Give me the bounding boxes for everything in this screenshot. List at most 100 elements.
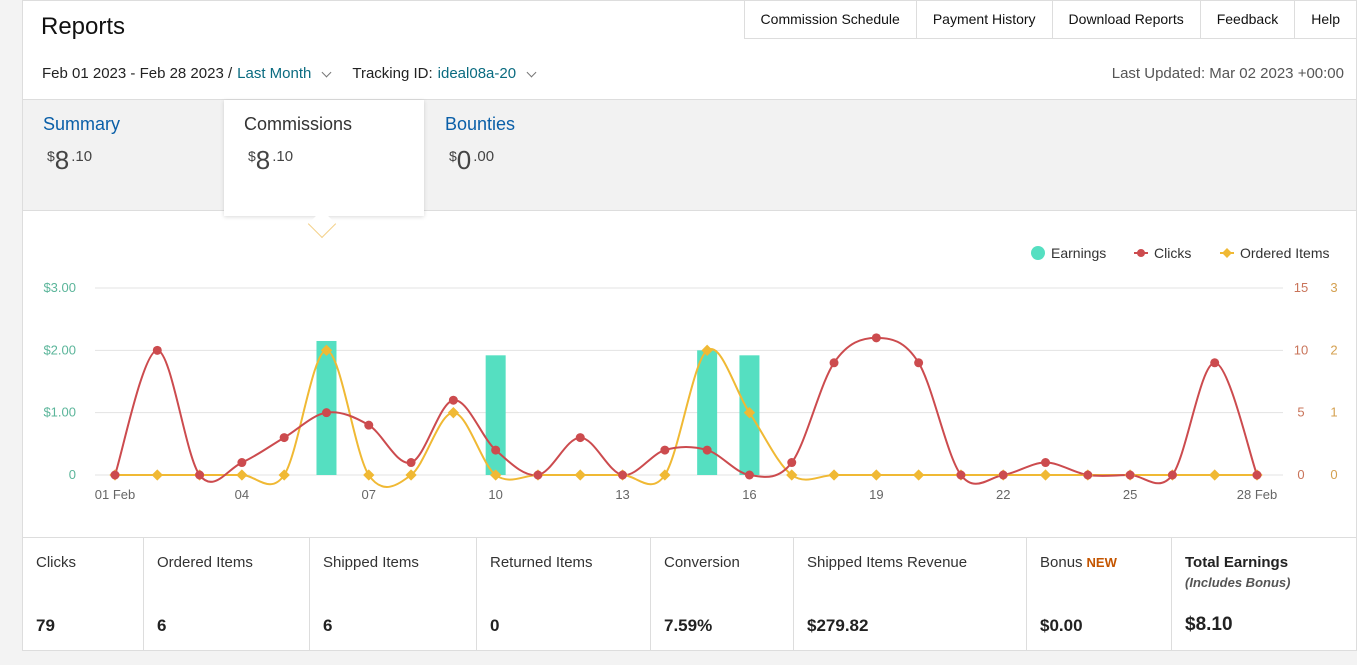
tab-commissions[interactable]: Commissions $8.10 <box>224 100 424 216</box>
feedback-link[interactable]: Feedback <box>1201 1 1296 38</box>
stat-returned-items: Returned Items 0 <box>477 538 651 651</box>
currency-symbol: $ <box>248 148 256 164</box>
stat-shipped-items: Shipped Items 6 <box>310 538 477 651</box>
y-right-clicks-tick-label: 15 <box>1294 280 1308 295</box>
clicks-point <box>871 333 881 343</box>
chevron-down-icon[interactable] <box>321 67 332 77</box>
stat-sublabel: (Includes Bonus) <box>1185 575 1291 590</box>
amount-cents: .10 <box>272 148 294 165</box>
reports-panel: Reports Commission Schedule Payment Hist… <box>22 0 1357 651</box>
bonus-label: Bonus <box>1040 554 1083 571</box>
x-tick-label: 07 <box>362 487 376 502</box>
amount-cents: .10 <box>71 148 93 165</box>
stat-value: $8.10 <box>1185 614 1233 635</box>
legend-ordered-items-label: Ordered Items <box>1240 245 1329 261</box>
x-tick-label: 04 <box>235 487 249 502</box>
tab-summary[interactable]: Summary $8.10 <box>23 100 223 212</box>
payment-history-link[interactable]: Payment History <box>917 1 1053 38</box>
clicks-point <box>744 470 754 480</box>
ordered-items-point <box>743 407 756 419</box>
clicks-point <box>406 458 416 468</box>
help-link[interactable]: Help <box>1311 11 1340 27</box>
ordered-items-point <box>574 469 586 481</box>
clicks-point <box>998 470 1008 480</box>
top-nav: Commission Schedule Payment History Down… <box>743 1 1356 39</box>
earnings-chart: $3.00 15 3$2.00 10 2$1.00 5 10 0 001 Feb 04 07 10 13… <box>43 245 1337 502</box>
y-right-clicks-tick-label: 5 <box>1297 405 1304 420</box>
download-reports-link[interactable]: Download Reports <box>1053 1 1201 38</box>
stat-total-earnings: Total Earnings (Includes Bonus) $8.10 <box>1172 538 1356 651</box>
y-right-clicks-tick-label: 10 <box>1294 342 1308 357</box>
report-filters: Feb 01 2023 - Feb 28 2023 / Last Month T… <box>42 65 545 82</box>
clicks-point <box>660 445 670 455</box>
stat-label: Shipped Items <box>323 554 419 571</box>
amount-cents: .00 <box>473 148 495 165</box>
ordered-items-point <box>828 469 840 481</box>
last-updated: Last Updated: Mar 02 2023 +00:00 <box>1111 65 1344 82</box>
ordered-items-point <box>490 469 502 481</box>
date-preset-dropdown[interactable]: Last Month <box>237 65 312 82</box>
amount-whole: 8 <box>255 145 271 175</box>
tab-bounties[interactable]: Bounties $0.00 <box>425 100 625 212</box>
clicks-point <box>1041 458 1051 468</box>
y-right-items-tick-label: 3 <box>1330 280 1337 295</box>
ordered-items-point <box>786 469 798 481</box>
commission-schedule-link[interactable]: Commission Schedule <box>745 1 917 38</box>
legend-earnings-marker <box>1031 246 1045 260</box>
clicks-point <box>237 458 247 468</box>
clicks-point <box>1210 358 1220 368</box>
stat-value: $0.00 <box>1040 616 1083 635</box>
tracking-id-label: Tracking ID: <box>352 65 433 82</box>
ordered-items-point <box>1209 469 1221 481</box>
ordered-items-line <box>115 347 1257 488</box>
x-tick-label: 28 Feb <box>1237 487 1277 502</box>
tab-bounties-amount: $0.00 <box>449 145 605 176</box>
ordered-items-point <box>659 469 671 481</box>
ordered-items-point <box>447 407 460 419</box>
y-left-tick-label: $3.00 <box>43 280 76 295</box>
stat-label: Ordered Items <box>157 554 253 571</box>
new-badge: NEW <box>1086 555 1117 570</box>
y-right-items-tick-label: 0 <box>1330 467 1337 482</box>
x-tick-label: 25 <box>1123 487 1137 502</box>
y-left-tick-label: $2.00 <box>43 342 76 357</box>
y-left-tick-label: 0 <box>69 467 76 482</box>
stat-value: 6 <box>157 616 167 635</box>
clicks-point <box>491 445 501 455</box>
page-title: Reports <box>41 13 126 40</box>
legend-clicks-marker <box>1137 249 1145 257</box>
legend-ordered-items-marker <box>1222 248 1232 258</box>
tracking-id-dropdown[interactable]: ideal08a-20 <box>437 65 517 82</box>
amount-whole: 8 <box>54 145 70 175</box>
ordered-items-point <box>363 469 375 481</box>
ordered-items-point <box>236 469 248 481</box>
stat-value: 79 <box>36 616 55 635</box>
earnings-bar <box>697 350 718 475</box>
ordered-items-point <box>405 469 417 481</box>
x-tick-label: 13 <box>615 487 629 502</box>
stat-label: Shipped Items Revenue <box>807 554 968 571</box>
legend-earnings-label: Earnings <box>1051 245 1106 261</box>
stat-label: Conversion <box>664 554 740 571</box>
chevron-down-icon[interactable] <box>526 67 537 77</box>
x-tick-label: 22 <box>996 487 1010 502</box>
stat-label: Bonus NEW <box>1040 554 1158 571</box>
currency-symbol: $ <box>47 148 55 164</box>
ordered-items-point <box>1039 469 1052 481</box>
report-tabs: Summary $8.10 Commissions $8.10 Bounties… <box>23 99 1356 216</box>
ordered-items-point <box>870 469 882 481</box>
tab-summary-label: Summary <box>43 114 121 134</box>
ordered-items-point <box>912 469 925 481</box>
legend-clicks-label: Clicks <box>1154 245 1191 261</box>
clicks-point <box>829 358 839 368</box>
ordered-items-point <box>151 469 163 481</box>
stat-value: 0 <box>490 616 500 635</box>
clicks-point <box>364 420 374 430</box>
tab-bounties-label: Bounties <box>445 114 516 134</box>
clicks-point <box>195 470 205 480</box>
stat-bonus: Bonus NEW $0.00 <box>1027 538 1172 651</box>
stat-value: 6 <box>323 616 333 635</box>
y-left-tick-label: $1.00 <box>43 405 76 420</box>
y-right-items-tick-label: 2 <box>1330 342 1337 357</box>
x-tick-label: 10 <box>488 487 502 502</box>
